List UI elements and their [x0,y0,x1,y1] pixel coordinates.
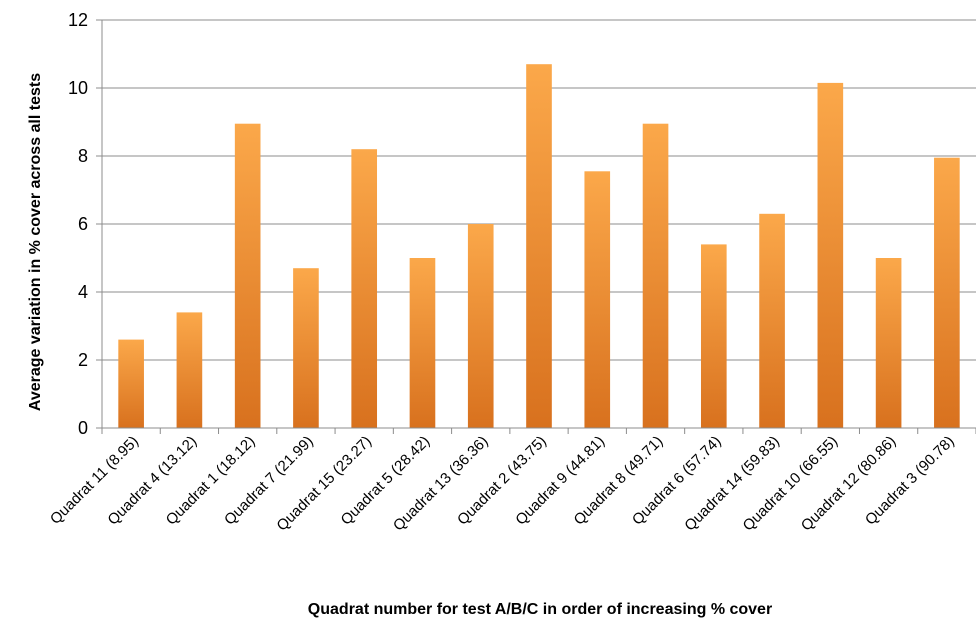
y-tick-label: 4 [78,282,88,302]
bar [759,213,785,428]
bar [934,157,960,428]
x-tick-labels: Quadrat 11 (8.95)Quadrat 4 (13.12)Quadra… [47,433,958,535]
bar [526,64,552,428]
y-tick-labels: 0 2 4 6 8 10 12 [68,10,88,438]
bar [118,339,144,428]
bar [642,123,669,428]
y-tick-label: 0 [78,418,88,438]
y-axis-label: Average variation in % cover across all … [27,73,44,411]
y-tick-label: 10 [68,78,88,98]
bar [409,258,436,428]
bar [351,149,378,428]
bar [234,123,261,428]
bar [700,244,727,428]
x-axis-label: Quadrat number for test A/B/C in order o… [308,601,772,618]
bar [817,82,844,429]
bar [293,268,319,428]
bars [118,64,960,429]
y-tick-label: 2 [78,350,88,370]
bar [584,171,611,429]
bar [176,312,203,428]
y-tick-label: 12 [68,10,88,30]
y-tick-label: 8 [78,146,88,166]
bar [467,224,494,428]
axes [96,19,976,434]
bar [875,258,902,428]
y-tick-label: 6 [78,214,88,234]
